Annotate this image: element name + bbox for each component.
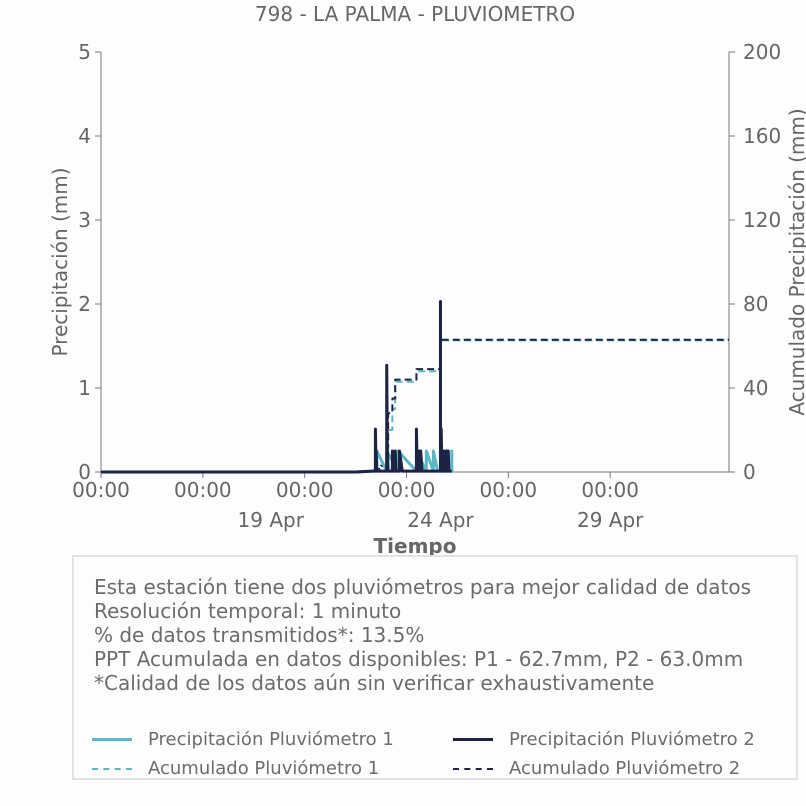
y-tick-label: 1: [78, 376, 91, 400]
legend-item: Acumulado Pluviómetro 1: [92, 758, 379, 779]
x-date-label: 19 Apr: [238, 508, 305, 532]
info-line: Esta estación tiene dos pluviómetros par…: [94, 575, 752, 599]
y-tick-label: 0: [78, 460, 91, 484]
rainfall-chart: 798 - LA PALMA - PLUVIOMETRO Precipitaci…: [48, 2, 806, 558]
legend-label: Precipitación Pluviómetro 1: [148, 729, 394, 750]
chart-title: 798 - LA PALMA - PLUVIOMETRO: [255, 2, 575, 26]
y2-tick-label: 80: [743, 292, 768, 316]
series-line-2: [101, 299, 452, 474]
legend-item: Precipitación Pluviómetro 2: [453, 729, 755, 750]
y-tick-label: 5: [78, 40, 91, 64]
legend-swatch: [453, 738, 493, 741]
legend-swatch: [92, 767, 132, 770]
x-tick-label: 00:00: [378, 478, 436, 502]
y2-tick-label: 40: [743, 376, 768, 400]
y2-axis-label: Acumulado Precipitación (mm): [785, 108, 806, 415]
x-tick-label: 00:00: [174, 478, 232, 502]
y-tick-label: 3: [78, 208, 91, 232]
series-layer: [101, 299, 729, 474]
x-date-label: 29 Apr: [577, 508, 644, 532]
x-tick-label: 00:00: [72, 478, 130, 502]
x-tick-label: 00:00: [581, 478, 639, 502]
legend-item: Precipitación Pluviómetro 1: [92, 729, 394, 750]
info-line: % de datos transmitidos*: 13.5%: [94, 623, 425, 647]
y-tick-label: 4: [78, 124, 91, 148]
legend-swatch: [453, 767, 493, 770]
legend-item: Acumulado Pluviómetro 2: [453, 758, 740, 779]
legend-swatch: [92, 738, 132, 741]
y-tick-label: 2: [78, 292, 91, 316]
y2-tick-label: 0: [743, 460, 756, 484]
info-line: Resolución temporal: 1 minuto: [94, 599, 402, 623]
y2-tick-label: 120: [743, 208, 781, 232]
legend-label: Acumulado Pluviómetro 2: [509, 758, 741, 779]
x-tick-label: 00:00: [480, 478, 538, 502]
info-text: Esta estación tiene dos pluviómetros par…: [94, 575, 751, 695]
x-axis-label: Tiempo: [374, 534, 457, 558]
y2-tick-label: 160: [743, 124, 781, 148]
y-axis-label: Precipitación (mm): [48, 167, 72, 356]
info-box: Esta estación tiene dos pluviómetros par…: [72, 555, 798, 780]
info-line: PPT Acumulada en datos disponibles: P1 -…: [94, 647, 744, 671]
legend-label: Acumulado Pluviómetro 1: [148, 758, 380, 779]
legend-label: Precipitación Pluviómetro 2: [509, 729, 755, 750]
x-tick-label: 00:00: [276, 478, 334, 502]
info-line: *Calidad de los datos aún sin verificar …: [94, 671, 655, 695]
x-date-label: 24 Apr: [407, 508, 474, 532]
y2-tick-label: 200: [743, 40, 781, 64]
